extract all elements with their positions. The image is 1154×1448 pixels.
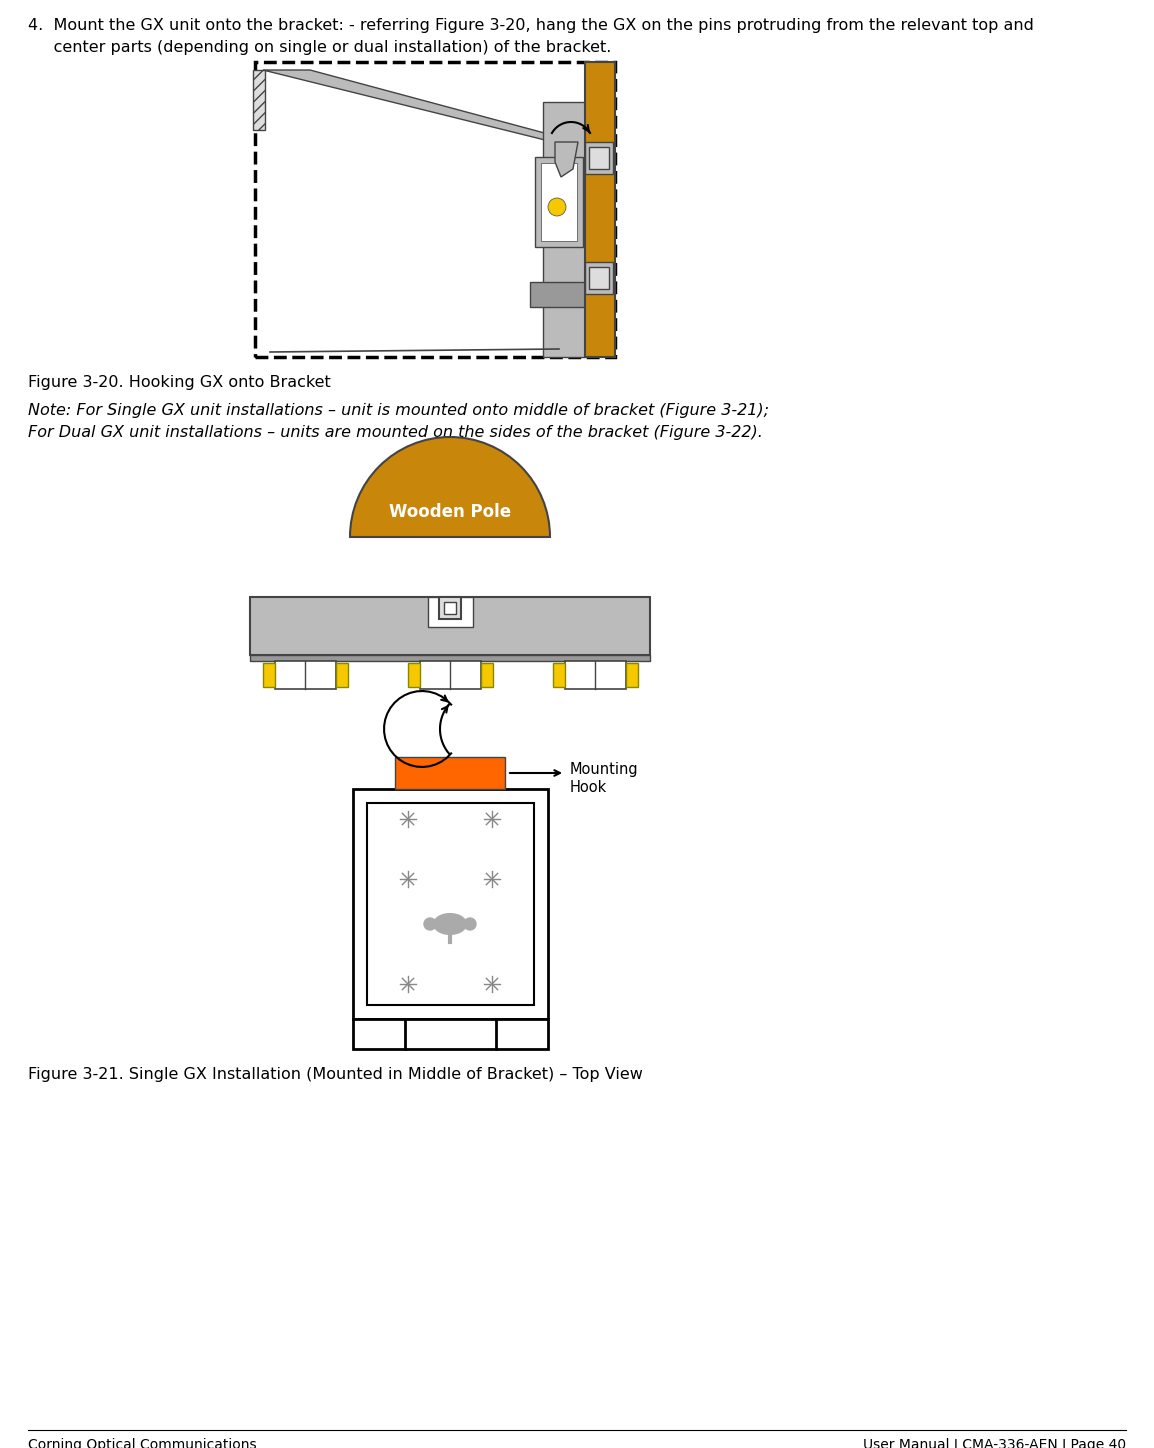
Bar bbox=[409, 663, 420, 686]
Text: center parts (depending on single or dual installation) of the bracket.: center parts (depending on single or dua… bbox=[28, 41, 612, 55]
Bar bbox=[585, 142, 613, 174]
Bar bbox=[353, 1019, 548, 1048]
Bar bbox=[255, 62, 615, 358]
Bar bbox=[353, 789, 548, 1019]
Circle shape bbox=[548, 198, 565, 216]
Bar bbox=[367, 804, 534, 1005]
Bar bbox=[553, 663, 565, 686]
Bar bbox=[541, 164, 577, 240]
Bar bbox=[275, 660, 336, 689]
Text: Note: For Single GX unit installations – unit is mounted onto middle of bracket : Note: For Single GX unit installations –… bbox=[28, 403, 769, 418]
Bar bbox=[535, 156, 583, 248]
Circle shape bbox=[424, 918, 436, 930]
Bar bbox=[263, 663, 275, 686]
Text: Corning Optical Communications: Corning Optical Communications bbox=[28, 1438, 256, 1448]
Text: User Manual I CMA-336-AEN I Page 40: User Manual I CMA-336-AEN I Page 40 bbox=[863, 1438, 1126, 1448]
Text: Mounting: Mounting bbox=[570, 762, 638, 778]
Bar bbox=[428, 597, 473, 627]
Bar bbox=[585, 262, 613, 294]
Bar bbox=[336, 663, 349, 686]
Bar bbox=[589, 148, 609, 169]
Text: Figure 3-20. Hooking GX onto Bracket: Figure 3-20. Hooking GX onto Bracket bbox=[28, 375, 331, 390]
Circle shape bbox=[464, 918, 475, 930]
Bar bbox=[585, 62, 615, 358]
Polygon shape bbox=[263, 70, 578, 142]
Text: 4.  Mount the GX unit onto the bracket: - referring Figure 3-20, hang the GX on : 4. Mount the GX unit onto the bracket: -… bbox=[28, 17, 1034, 33]
Text: Hook: Hook bbox=[570, 780, 607, 795]
Bar bbox=[544, 101, 585, 358]
Text: For Dual GX unit installations – units are mounted on the sides of the bracket (: For Dual GX unit installations – units a… bbox=[28, 426, 763, 440]
Bar bbox=[625, 663, 638, 686]
Bar bbox=[530, 282, 589, 307]
Ellipse shape bbox=[434, 914, 466, 934]
Bar bbox=[565, 660, 625, 689]
Bar bbox=[439, 597, 460, 618]
Bar bbox=[250, 654, 650, 660]
Bar bbox=[589, 266, 609, 290]
Polygon shape bbox=[555, 142, 578, 177]
Bar bbox=[250, 597, 650, 654]
Bar bbox=[420, 660, 481, 689]
Bar bbox=[395, 757, 505, 789]
Bar bbox=[253, 70, 265, 130]
Bar bbox=[444, 602, 456, 614]
Text: Figure 3-21. Single GX Installation (Mounted in Middle of Bracket) – Top View: Figure 3-21. Single GX Installation (Mou… bbox=[28, 1067, 643, 1082]
Wedge shape bbox=[350, 437, 550, 537]
Text: Wooden Pole: Wooden Pole bbox=[389, 502, 511, 521]
Bar bbox=[481, 663, 493, 686]
